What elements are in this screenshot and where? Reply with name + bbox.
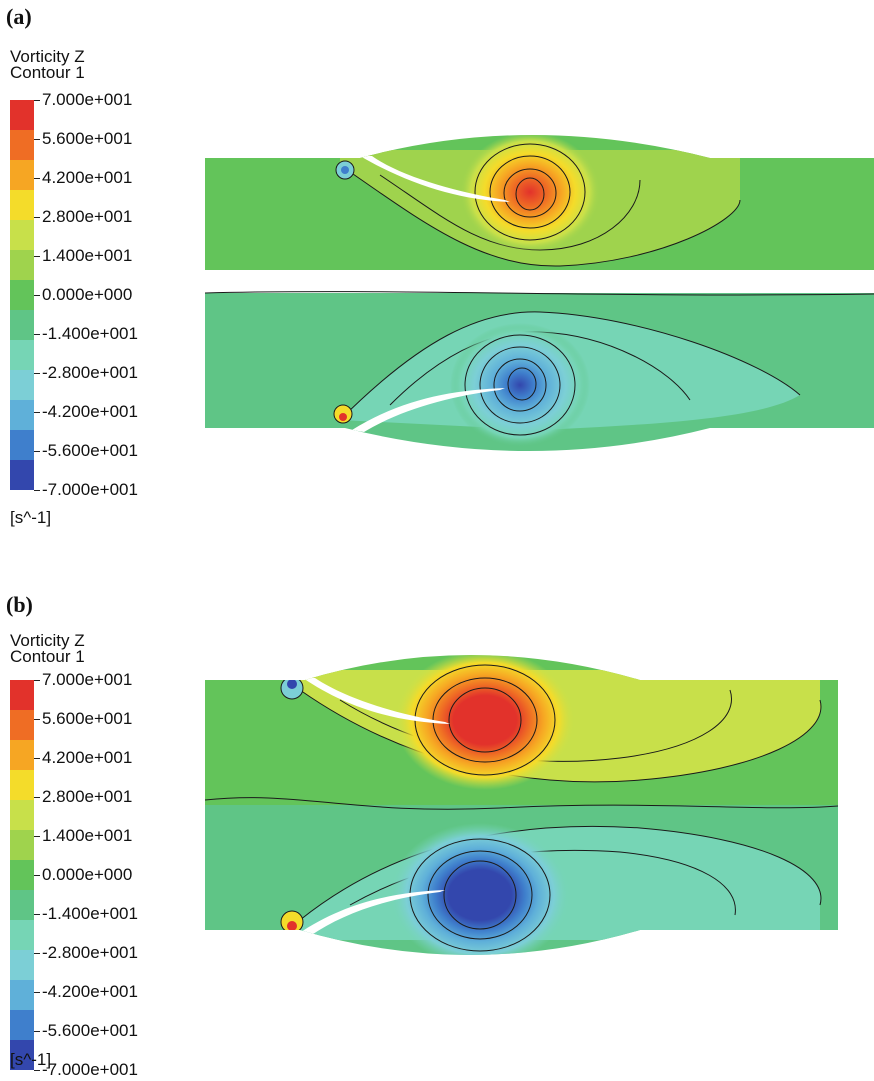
color-bar-segment xyxy=(10,130,34,160)
legend-tick-label: 7.000e+001 xyxy=(42,670,133,689)
legend-tick xyxy=(34,256,40,257)
legend-tick xyxy=(34,992,40,993)
legend-title: Vorticity Z xyxy=(10,631,85,650)
legend-subtitle: Contour 1 xyxy=(10,63,85,82)
legend-tick xyxy=(34,100,40,101)
color-bar-segment xyxy=(10,1040,34,1070)
legend-tick-label: -7.000e+001 xyxy=(42,1060,138,1079)
color-bar-segment xyxy=(10,160,34,190)
legend-tick xyxy=(34,758,40,759)
color-bar-segment xyxy=(10,400,34,430)
unit-label: [s^-1] xyxy=(10,1050,52,1069)
legend-tick xyxy=(34,139,40,140)
legend-tick xyxy=(34,836,40,837)
color-bar-segment xyxy=(10,280,34,310)
color-bar-segment xyxy=(10,710,34,740)
unit-label: [s^-1] xyxy=(10,508,52,527)
legend-tick-label: -1.400e+001 xyxy=(42,904,138,923)
legend-tick-label: -1.400e+001 xyxy=(42,324,138,343)
legend-tick-label: -7.000e+001 xyxy=(42,480,138,499)
legend-tick-label: 1.400e+001 xyxy=(42,246,133,265)
legend-tick xyxy=(34,334,40,335)
color-bar-segment xyxy=(10,830,34,860)
legend-tick-label: 0.000e+000 xyxy=(42,285,133,304)
color-bar-segment xyxy=(10,310,34,340)
legend-tick xyxy=(34,451,40,452)
panel-a: (a) Vorticity Z Contour 1 7.000e+001 5.60… xyxy=(0,0,874,540)
panel-label: (a) xyxy=(6,4,32,29)
legend-tick xyxy=(34,914,40,915)
legend-title: Vorticity Z xyxy=(10,47,85,66)
color-bar-segment xyxy=(10,460,34,490)
legend-tick-label: 4.200e+001 xyxy=(42,168,133,187)
color-bar-segment xyxy=(10,1010,34,1040)
color-bar-segment xyxy=(10,190,34,220)
legend-tick-label: 5.600e+001 xyxy=(42,709,133,728)
legend-tick-label: 5.600e+001 xyxy=(42,129,133,148)
color-bar-segment xyxy=(10,250,34,280)
legend-tick xyxy=(34,875,40,876)
legend-tick-label: 2.800e+001 xyxy=(42,207,133,226)
legend-tick xyxy=(34,490,40,491)
legend-tick-label: -2.800e+001 xyxy=(42,363,138,382)
color-bar-segment xyxy=(10,340,34,370)
legend-tick xyxy=(34,178,40,179)
color-bar-segment xyxy=(10,100,34,130)
legend-tick xyxy=(34,1031,40,1032)
color-bar-segment xyxy=(10,860,34,890)
color-bar-segment xyxy=(10,770,34,800)
legend-tick-label: -5.600e+001 xyxy=(42,1021,138,1040)
legend-tick xyxy=(34,719,40,720)
legend-subtitle: Contour 1 xyxy=(10,647,85,666)
legend-tick xyxy=(34,373,40,374)
color-bar-segment xyxy=(10,370,34,400)
color-bar-segment xyxy=(10,740,34,770)
legend-tick xyxy=(34,217,40,218)
legend-tick-label: -5.600e+001 xyxy=(42,441,138,460)
panel-label: (b) xyxy=(6,592,33,617)
legend-tick-label: 0.000e+000 xyxy=(42,865,133,884)
legend-tick xyxy=(34,680,40,681)
legend-tick-label: 1.400e+001 xyxy=(42,826,133,845)
color-bar-segment xyxy=(10,220,34,250)
legend-tick xyxy=(34,953,40,954)
legend-tick-label: -4.200e+001 xyxy=(42,982,138,1001)
color-bar-segment xyxy=(10,430,34,460)
color-bar-segment xyxy=(10,950,34,980)
legend-tick xyxy=(34,412,40,413)
legend-tick-label: 4.200e+001 xyxy=(42,748,133,767)
legend-tick-label: 2.800e+001 xyxy=(42,787,133,806)
vorticity-field-a xyxy=(205,135,874,451)
color-bar-segment xyxy=(10,800,34,830)
legend-tick-label: -2.800e+001 xyxy=(42,943,138,962)
legend-tick xyxy=(34,295,40,296)
legend-tick xyxy=(34,797,40,798)
color-bar-segment xyxy=(10,920,34,950)
color-bar xyxy=(10,100,34,490)
legend-tick xyxy=(34,1070,40,1071)
color-bar-segment xyxy=(10,980,34,1010)
legend-tick-label: -4.200e+001 xyxy=(42,402,138,421)
legend-tick-label: 7.000e+001 xyxy=(42,90,133,109)
color-bar-segment xyxy=(10,680,34,710)
color-bar-segment xyxy=(10,890,34,920)
color-bar xyxy=(10,680,34,1070)
